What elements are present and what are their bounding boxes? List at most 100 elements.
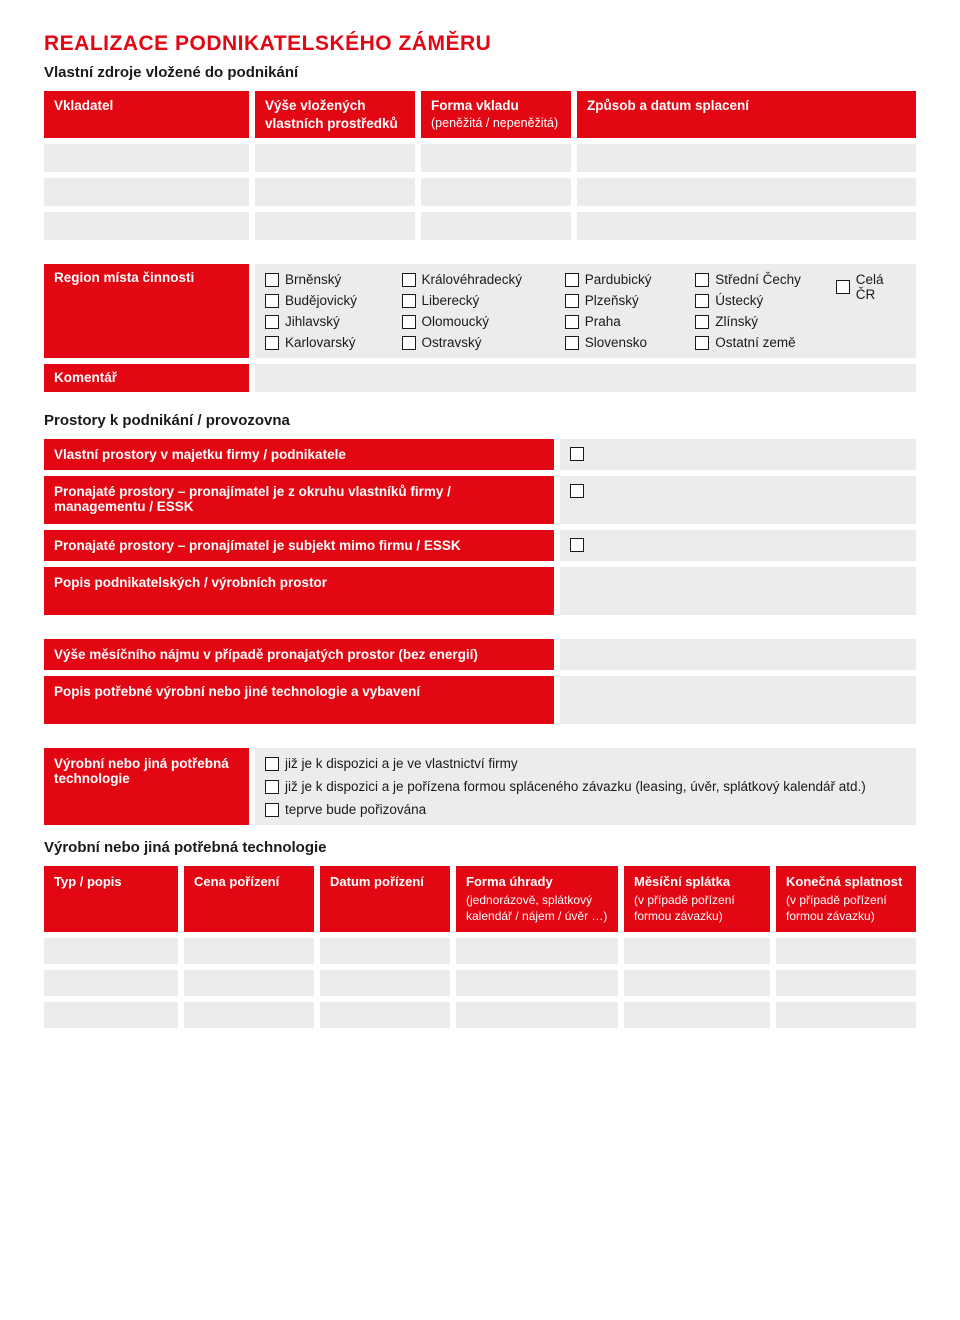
- table2-row: [44, 1002, 916, 1028]
- region-checkbox-label: Královéhradecký: [422, 272, 523, 287]
- tech-option[interactable]: teprve bude pořizována: [265, 802, 906, 817]
- region-checkbox[interactable]: Budějovický: [265, 293, 402, 308]
- table2-cell[interactable]: [776, 938, 916, 964]
- region-column: Královéhradecký Liberecký Olomoucký Ostravs…: [402, 272, 565, 350]
- tech-option[interactable]: již je k dispozici a je ve vlastnictví f…: [265, 756, 906, 771]
- table2-cell[interactable]: [320, 1002, 450, 1028]
- table2-cell[interactable]: [44, 1002, 178, 1028]
- region-checkbox-label: Zlínský: [715, 314, 758, 329]
- table2-cell[interactable]: [320, 938, 450, 964]
- prostory-label: Pronajaté prostory – pronajímatel je sub…: [44, 530, 554, 561]
- table2-cell[interactable]: [456, 970, 618, 996]
- table2-th-sub: (v případě pořízení formou závazku): [786, 893, 906, 924]
- region-checkbox[interactable]: Olomoucký: [402, 314, 565, 329]
- table1-cell[interactable]: [44, 144, 249, 172]
- tech-row: Výrobní nebo jiná potřebná technologie j…: [44, 748, 916, 825]
- region-checkbox[interactable]: Zlínský: [695, 314, 835, 329]
- region-checkbox[interactable]: Celá ČR: [836, 272, 906, 302]
- table1-header-row: Vkladatel Výše vložených vlastních prost…: [44, 91, 916, 138]
- tech-option[interactable]: již je k dispozici a je pořízena formou …: [265, 779, 906, 794]
- region-checkbox[interactable]: Liberecký: [402, 293, 565, 308]
- region-label: Region místa činnosti: [44, 264, 249, 358]
- region-checkbox[interactable]: Slovensko: [565, 335, 696, 350]
- prostory-value[interactable]: [560, 676, 916, 724]
- table2-cell[interactable]: [624, 1002, 770, 1028]
- table2-row: [44, 938, 916, 964]
- table2-cell[interactable]: [44, 970, 178, 996]
- prostory-value[interactable]: [560, 439, 916, 470]
- region-checkbox-label: Ostravský: [422, 335, 482, 350]
- table2-cell[interactable]: [776, 970, 916, 996]
- region-checkbox[interactable]: Brněnský: [265, 272, 402, 287]
- table2-cell[interactable]: [44, 938, 178, 964]
- checkbox-box-icon: [265, 315, 279, 329]
- table2-cell[interactable]: [184, 938, 314, 964]
- region-checkbox[interactable]: Praha: [565, 314, 696, 329]
- table1-cell[interactable]: [255, 144, 415, 172]
- prostory-heading: Prostory k podnikání / provozovna: [44, 412, 916, 429]
- region-checkbox-label: Praha: [585, 314, 621, 329]
- th-vyse: Výše vložených vlastních prostředků: [255, 91, 415, 138]
- prostory-value[interactable]: [560, 639, 916, 670]
- region-checkbox[interactable]: Jihlavský: [265, 314, 402, 329]
- prostory-label: Výše měsíčního nájmu v případě pronajatý…: [44, 639, 554, 670]
- region-checkbox[interactable]: Karlovarský: [265, 335, 402, 350]
- region-checkbox-label: Pardubický: [585, 272, 652, 287]
- table1-row: [44, 212, 916, 240]
- table2-cell[interactable]: [624, 938, 770, 964]
- checkbox-box-icon: [265, 294, 279, 308]
- table2-th-main: Forma úhrady: [466, 874, 553, 889]
- checkbox-box-icon: [265, 803, 279, 817]
- region-checkbox[interactable]: Královéhradecký: [402, 272, 565, 287]
- checkbox-box-icon: [402, 273, 416, 287]
- table1-cell[interactable]: [421, 144, 571, 172]
- table1-cell[interactable]: [421, 212, 571, 240]
- page-title: REALIZACE PODNIKATELSKÉHO ZÁMĚRU: [44, 32, 916, 56]
- region-checkbox[interactable]: Ostatní země: [695, 335, 835, 350]
- komentar-value[interactable]: [255, 364, 916, 392]
- region-column: Celá ČR: [836, 272, 906, 350]
- checkbox-box-icon: [695, 273, 709, 287]
- table2-cell[interactable]: [456, 1002, 618, 1028]
- prostory-value[interactable]: [560, 530, 916, 561]
- prostory-value[interactable]: [560, 476, 916, 524]
- table1-cell[interactable]: [577, 212, 916, 240]
- table2-cell[interactable]: [320, 970, 450, 996]
- checkbox-box-icon: [402, 294, 416, 308]
- checkbox-box-icon: [402, 315, 416, 329]
- region-checkbox[interactable]: Ostravský: [402, 335, 565, 350]
- table2-th-sub: (jednorázově, splátkový kalendář / nájem…: [466, 893, 608, 924]
- table2-heading: Výrobní nebo jiná potřebná technologie: [44, 839, 916, 856]
- prostory-label: Popis podnikatelských / výrobních prosto…: [44, 567, 554, 615]
- table1-cell[interactable]: [255, 178, 415, 206]
- region-checkbox[interactable]: Střední Čechy: [695, 272, 835, 287]
- section-subtitle: Vlastní zdroje vložené do podnikání: [44, 64, 916, 81]
- checkbox-box-icon: [570, 447, 584, 461]
- region-checkbox[interactable]: Pardubický: [565, 272, 696, 287]
- table1-cell[interactable]: [577, 178, 916, 206]
- table2-th: Konečná splatnost(v případě pořízení for…: [776, 866, 916, 932]
- komentar-label: Komentář: [44, 364, 249, 392]
- checkbox-box-icon: [565, 273, 579, 287]
- prostory-value[interactable]: [560, 567, 916, 615]
- table2-cell[interactable]: [184, 970, 314, 996]
- table2-cell[interactable]: [456, 938, 618, 964]
- region-checkbox-label: Ústecký: [715, 293, 763, 308]
- table2-th-sub: (v případě pořízení formou závazku): [634, 893, 760, 924]
- table1-cell[interactable]: [421, 178, 571, 206]
- table1-cell[interactable]: [577, 144, 916, 172]
- table2-cell[interactable]: [624, 970, 770, 996]
- region-row: Region místa činnosti Brněnský Budějovick…: [44, 264, 916, 358]
- region-column: Brněnský Budějovický Jihlavský Karlovarský: [265, 272, 402, 350]
- region-checkbox[interactable]: Ústecký: [695, 293, 835, 308]
- th-forma-sub: (peněžitá / nepeněžitá): [431, 115, 561, 131]
- table2-cell[interactable]: [776, 1002, 916, 1028]
- region-checkbox[interactable]: Plzeňský: [565, 293, 696, 308]
- region-checkbox-label: Slovensko: [585, 335, 647, 350]
- prostory-label: Popis potřebné výrobní nebo jiné technol…: [44, 676, 554, 724]
- table2-cell[interactable]: [184, 1002, 314, 1028]
- table1-cell[interactable]: [44, 212, 249, 240]
- th-zpusob: Způsob a datum splacení: [577, 91, 916, 138]
- table1-cell[interactable]: [44, 178, 249, 206]
- table1-cell[interactable]: [255, 212, 415, 240]
